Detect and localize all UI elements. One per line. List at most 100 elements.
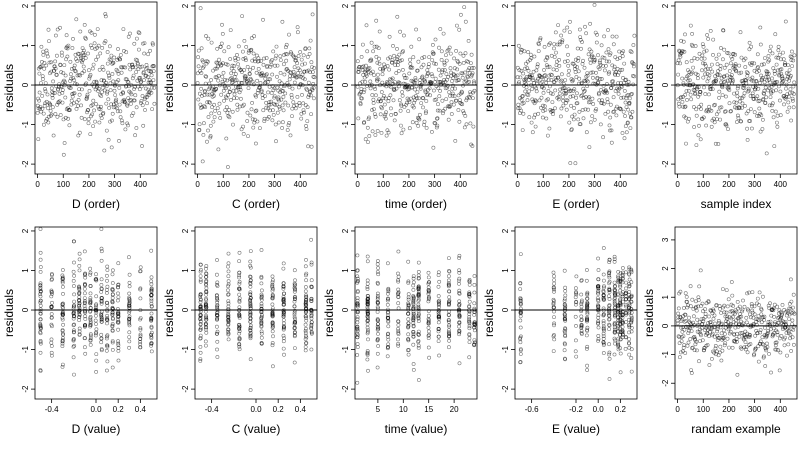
- x-tick-label: 400: [774, 180, 788, 189]
- data-point: [273, 103, 278, 107]
- data-point: [234, 96, 239, 101]
- data-point: [596, 284, 600, 289]
- data-point: [607, 377, 612, 381]
- data-point: [228, 77, 233, 82]
- data-point: [291, 100, 296, 105]
- data-point: [702, 56, 707, 61]
- data-point: [83, 324, 87, 329]
- data-point: [77, 306, 82, 310]
- data-point: [215, 317, 219, 322]
- data-point: [440, 68, 445, 73]
- data-point: [370, 93, 375, 97]
- data-point: [248, 301, 253, 306]
- data-point: [367, 66, 372, 70]
- data-point: [616, 275, 621, 280]
- data-point: [621, 266, 625, 270]
- data-point: [615, 104, 619, 109]
- data-point: [88, 338, 93, 342]
- data-point: [550, 100, 555, 105]
- data-point: [602, 278, 606, 283]
- data-point: [612, 322, 617, 327]
- data-point: [204, 278, 209, 283]
- data-point: [440, 111, 445, 116]
- data-point: [292, 310, 297, 315]
- data-point: [431, 52, 436, 56]
- data-point: [61, 322, 66, 327]
- data-point: [397, 52, 402, 57]
- data-point: [132, 85, 137, 90]
- data-point: [737, 106, 742, 110]
- data-point: [285, 52, 290, 57]
- data-point: [396, 287, 401, 292]
- data-point: [259, 307, 264, 312]
- data-point: [269, 58, 274, 63]
- data-point: [726, 327, 731, 332]
- data-point: [203, 81, 208, 86]
- data-point: [520, 94, 525, 99]
- data-point: [149, 85, 154, 90]
- data-point: [435, 108, 440, 113]
- data-point: [87, 76, 92, 81]
- data-point: [620, 329, 625, 334]
- data-point: [627, 317, 631, 322]
- data-point: [535, 62, 540, 67]
- data-point: [415, 90, 420, 95]
- data-point: [77, 284, 81, 289]
- data-point: [721, 57, 725, 62]
- data-point: [618, 351, 623, 356]
- data-point: [705, 343, 710, 347]
- data-point: [581, 96, 586, 100]
- data-point: [94, 272, 98, 277]
- data-point: [98, 107, 103, 112]
- data-point: [312, 66, 317, 70]
- data-point: [372, 84, 377, 89]
- data-point: [43, 89, 48, 94]
- data-point: [259, 294, 264, 299]
- data-point: [37, 71, 42, 76]
- data-point: [447, 90, 452, 95]
- data-point: [714, 56, 719, 61]
- data-point: [723, 109, 727, 114]
- data-point: [149, 80, 154, 85]
- data-point: [107, 106, 112, 110]
- data-point: [264, 56, 269, 60]
- data-point: [209, 78, 214, 82]
- data-point: [39, 44, 44, 49]
- data-point: [446, 256, 451, 261]
- x-tick-label: 200: [242, 180, 256, 189]
- data-point: [38, 281, 43, 286]
- data-point: [699, 107, 703, 111]
- data-point: [376, 46, 381, 51]
- data-point: [396, 279, 401, 284]
- data-point: [596, 308, 601, 313]
- data-point: [359, 55, 364, 59]
- data-point: [550, 73, 554, 77]
- data-point: [785, 309, 790, 314]
- data-point: [463, 19, 468, 24]
- data-point: [104, 300, 109, 305]
- data-point: [131, 65, 135, 69]
- data-point: [376, 272, 381, 277]
- data-point: [137, 31, 142, 35]
- data-point: [121, 91, 126, 96]
- data-point: [590, 114, 595, 119]
- data-point: [309, 112, 314, 117]
- data-point: [738, 331, 743, 336]
- data-point: [76, 98, 81, 102]
- data-point: [292, 322, 297, 327]
- data-point: [360, 79, 365, 84]
- data-point: [690, 32, 695, 36]
- data-point: [618, 337, 623, 342]
- data-point: [292, 285, 297, 290]
- data-point: [610, 83, 615, 87]
- data-point: [269, 62, 274, 67]
- data-point: [472, 282, 477, 287]
- data-point: [248, 298, 253, 303]
- data-point: [631, 43, 636, 47]
- data-point: [446, 334, 451, 339]
- data-point: [311, 96, 316, 101]
- data-point: [779, 67, 784, 72]
- data-point: [50, 272, 54, 276]
- data-point: [215, 347, 219, 352]
- data-point: [35, 111, 40, 115]
